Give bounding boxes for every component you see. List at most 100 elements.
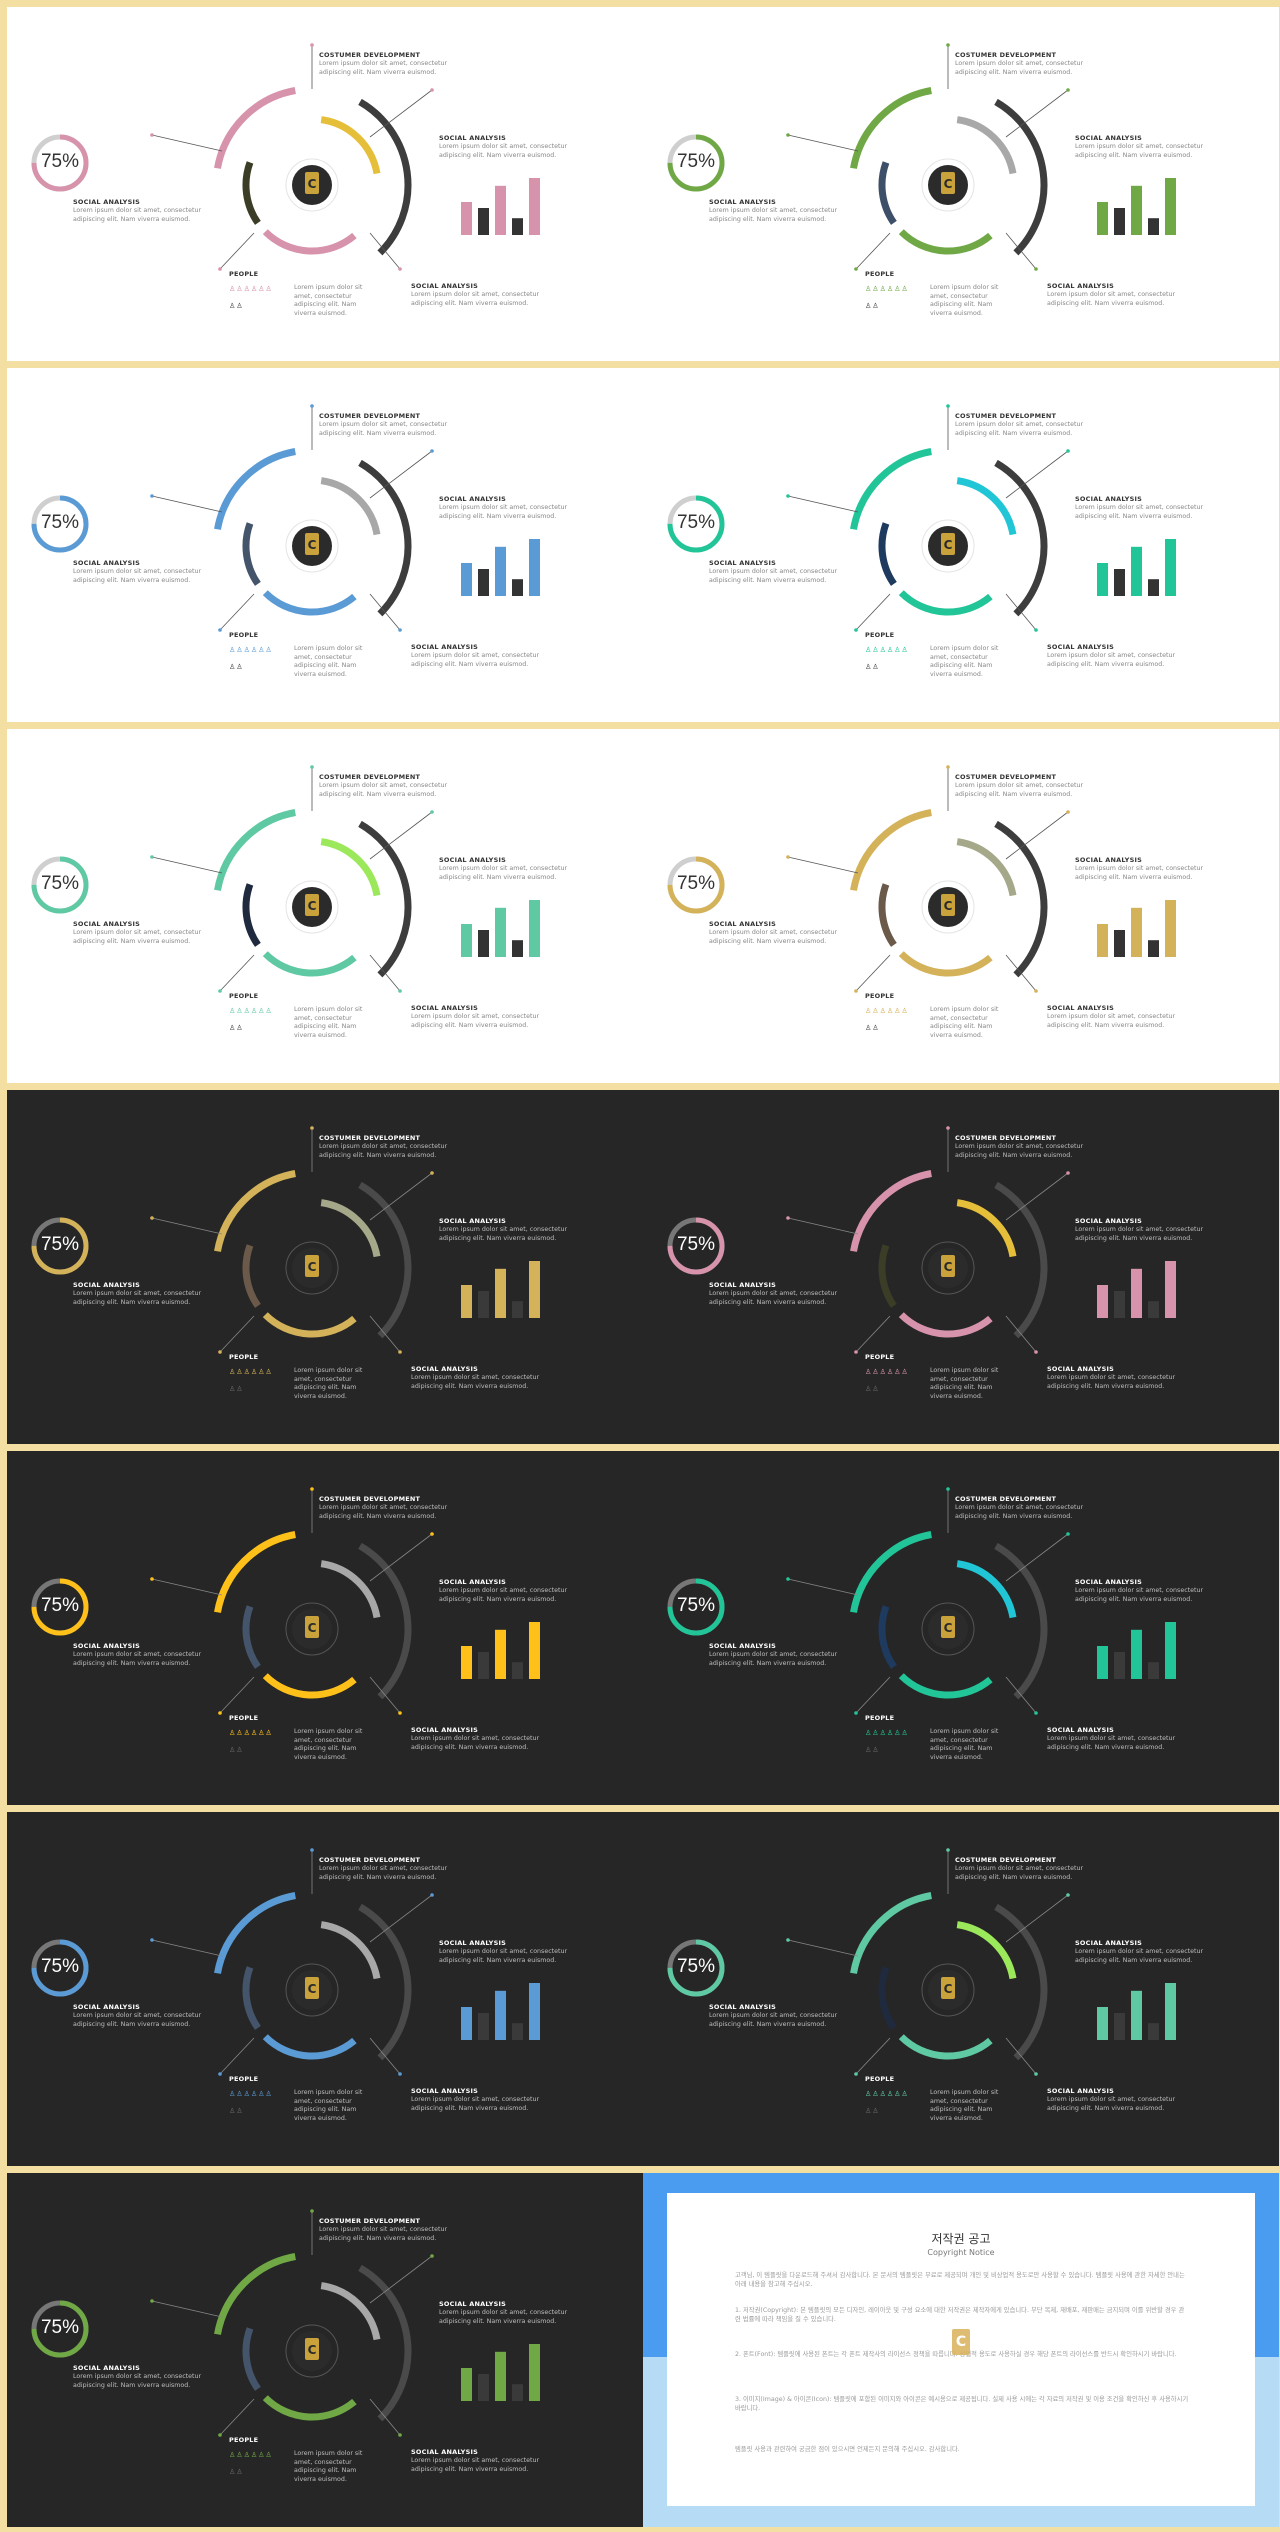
connector-line bbox=[369, 1172, 433, 1221]
percent-value: 75% bbox=[40, 512, 80, 533]
connector-dot bbox=[218, 989, 222, 993]
text-social-analysis-left: Lorem ipsum dolor sit amet, consectetur … bbox=[73, 1290, 202, 1306]
bar bbox=[495, 1990, 506, 2040]
text-social-analysis-bottom: Lorem ipsum dolor sit amet, consectetur … bbox=[411, 2096, 540, 2112]
outer-arc-grey bbox=[358, 1181, 412, 1339]
person-icon: ♙ bbox=[894, 646, 902, 654]
bar bbox=[1165, 1261, 1176, 1318]
text-people: Lorem ipsum dolor sit amet, consectetur … bbox=[294, 2089, 363, 2122]
text-social-analysis-right: Lorem ipsum dolor sit amet, consectetur … bbox=[1075, 143, 1204, 159]
slide-8[interactable]: C COSTUMER DEVELOPMENT Lorem ipsum dolor s… bbox=[643, 1090, 1279, 1444]
middle-arc-accent bbox=[262, 590, 357, 616]
bar bbox=[461, 1285, 472, 1318]
label-costumer-development: COSTUMER DEVELOPMENT bbox=[319, 773, 421, 781]
person-icon: ♙ bbox=[250, 2451, 259, 2459]
slide-6[interactable]: C COSTUMER DEVELOPMENT Lorem ipsum dolor s… bbox=[643, 729, 1279, 1083]
slide-12[interactable]: C COSTUMER DEVELOPMENT Lorem ipsum dolor s… bbox=[643, 1812, 1279, 2166]
bar bbox=[529, 900, 540, 957]
slide-5[interactable]: C COSTUMER DEVELOPMENT Lorem ipsum dolor s… bbox=[7, 729, 643, 1083]
person-icon: ♙ bbox=[872, 302, 880, 310]
connector-dot bbox=[398, 628, 402, 632]
label-social-analysis-left: SOCIAL ANALYSIS bbox=[73, 2003, 140, 2011]
person-icon: ♙ bbox=[265, 1729, 273, 1737]
bar bbox=[529, 1622, 540, 1679]
logo-badge-icon bbox=[305, 1616, 319, 1638]
connector-line bbox=[219, 2037, 255, 2075]
connector-dot bbox=[786, 1577, 790, 1581]
outer-arc-accent bbox=[850, 87, 932, 169]
connector-dot bbox=[1066, 1532, 1070, 1536]
person-icon: ♙ bbox=[229, 1368, 237, 1376]
person-icon: ♙ bbox=[258, 2090, 266, 2098]
slide-1[interactable]: C COSTUMER DEVELOPMENT Lorem ipsum dolor s… bbox=[7, 7, 643, 361]
connector-line bbox=[1005, 1315, 1037, 1353]
person-icon: ♙ bbox=[265, 2451, 273, 2459]
person-icon: ♙ bbox=[872, 1746, 880, 1754]
connector-line bbox=[787, 856, 859, 874]
bar bbox=[478, 1652, 489, 1679]
text-people: Lorem ipsum dolor sit amet, consectetur … bbox=[294, 1728, 363, 1761]
people-icons: ♙♙♙♙♙♙ ♙♙ bbox=[229, 1725, 293, 1759]
slide-7[interactable]: C COSTUMER DEVELOPMENT Lorem ipsum dolor s… bbox=[7, 1090, 643, 1444]
infographic-art: C bbox=[31, 43, 540, 271]
label-social-analysis-left: SOCIAL ANALYSIS bbox=[73, 1642, 140, 1650]
bar bbox=[461, 2007, 472, 2040]
percent-value: 75% bbox=[40, 873, 80, 894]
slide-copyright[interactable]: 저작권 공고 Copyright Notice 고객님, 이 템플릿을 다운로드해 … bbox=[643, 2173, 1279, 2527]
logo-letter-icon: C bbox=[944, 1621, 953, 1635]
label-costumer-development: COSTUMER DEVELOPMENT bbox=[319, 412, 421, 420]
middle-arc-accent bbox=[898, 951, 993, 977]
text-people: Lorem ipsum dolor sit amet, consectetur … bbox=[294, 284, 363, 317]
person-icon: ♙ bbox=[865, 1729, 873, 1737]
bar bbox=[512, 1662, 523, 1679]
connector-dot bbox=[786, 1938, 790, 1942]
copyright-p1: 1. 저작권(Copyright): 본 템플릿의 모든 디자인, 레이아웃 및… bbox=[735, 2307, 1185, 2323]
bar bbox=[1097, 924, 1108, 957]
outer-arc-grey bbox=[358, 1542, 412, 1700]
slide-9[interactable]: C COSTUMER DEVELOPMENT Lorem ipsum dolor s… bbox=[7, 1451, 643, 1805]
bar bbox=[529, 2344, 540, 2401]
connector-dot bbox=[1034, 628, 1038, 632]
connector-line bbox=[151, 856, 223, 874]
bar bbox=[512, 579, 523, 596]
label-social-analysis-bottom: SOCIAL ANALYSIS bbox=[1047, 2087, 1114, 2095]
person-icon: ♙ bbox=[236, 646, 244, 654]
outer-arc-grey bbox=[994, 1542, 1048, 1700]
infographic-art: C bbox=[667, 404, 1176, 632]
slide-10[interactable]: C COSTUMER DEVELOPMENT Lorem ipsum dolor s… bbox=[643, 1451, 1279, 1805]
label-social-analysis-right: SOCIAL ANALYSIS bbox=[439, 1939, 506, 1947]
percent-value: 75% bbox=[676, 1595, 716, 1616]
person-icon: ♙ bbox=[872, 1368, 880, 1376]
infographic-art: C bbox=[31, 1487, 540, 1715]
person-icon: ♙ bbox=[894, 285, 902, 293]
slide-3[interactable]: C COSTUMER DEVELOPMENT Lorem ipsum dolor s… bbox=[7, 368, 643, 722]
text-social-analysis-right: Lorem ipsum dolor sit amet, consectetur … bbox=[1075, 1226, 1204, 1242]
connector-line bbox=[787, 1578, 859, 1596]
percent-value: 75% bbox=[676, 1234, 716, 1255]
text-social-analysis-right: Lorem ipsum dolor sit amet, consectetur … bbox=[439, 1226, 568, 1242]
person-icon: ♙ bbox=[265, 1368, 273, 1376]
slide-4[interactable]: C COSTUMER DEVELOPMENT Lorem ipsum dolor s… bbox=[643, 368, 1279, 722]
infographic-art: C bbox=[667, 1487, 1176, 1715]
logo-ring bbox=[921, 1963, 975, 2017]
outer-arc-accent bbox=[214, 1892, 296, 1974]
slide-11[interactable]: C COSTUMER DEVELOPMENT Lorem ipsum dolor s… bbox=[7, 1812, 643, 2166]
bar bbox=[512, 1301, 523, 1318]
person-icon: ♙ bbox=[265, 1007, 273, 1015]
slide-13[interactable]: C COSTUMER DEVELOPMENT Lorem ipsum dolor s… bbox=[7, 2173, 643, 2527]
logo-badge-icon bbox=[941, 1255, 955, 1277]
logo-letter-icon: C bbox=[308, 1260, 317, 1274]
percent-value: 75% bbox=[40, 1595, 80, 1616]
slide-2[interactable]: C COSTUMER DEVELOPMENT Lorem ipsum dolor s… bbox=[643, 7, 1279, 361]
people-icons: ♙♙♙♙♙♙ ♙♙ bbox=[229, 1364, 293, 1398]
bar bbox=[512, 2384, 523, 2401]
connector-dot bbox=[398, 2072, 402, 2076]
connector-line bbox=[855, 954, 891, 992]
connector-dot bbox=[786, 855, 790, 859]
text-social-analysis-left: Lorem ipsum dolor sit amet, consectetur … bbox=[73, 1651, 202, 1667]
bar bbox=[1131, 907, 1142, 957]
label-social-analysis-left: SOCIAL ANALYSIS bbox=[73, 559, 140, 567]
bar bbox=[1148, 2023, 1159, 2040]
connector-line bbox=[369, 1894, 433, 1943]
logo-badge-icon bbox=[941, 172, 955, 194]
